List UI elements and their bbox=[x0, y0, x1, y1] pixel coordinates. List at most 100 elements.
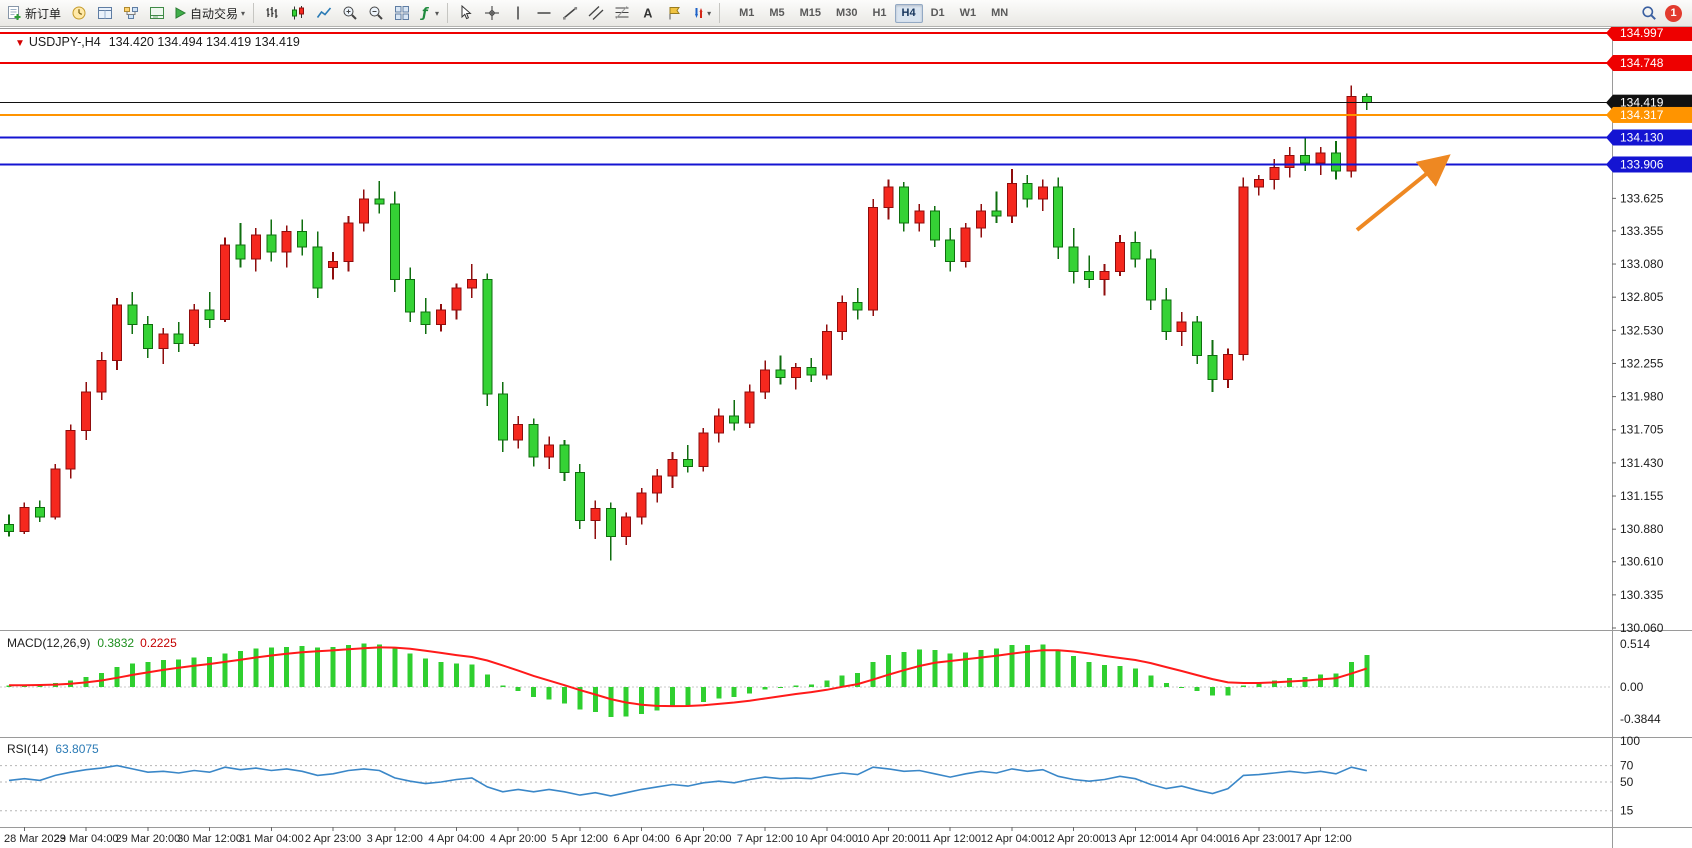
svg-text:130.880: 130.880 bbox=[1620, 522, 1664, 536]
svg-text:4 Apr 04:00: 4 Apr 04:00 bbox=[428, 833, 484, 845]
svg-text:131.155: 131.155 bbox=[1620, 489, 1664, 503]
timeframe-button-M5[interactable]: M5 bbox=[769, 6, 785, 19]
svg-text:11 Apr 12:00: 11 Apr 12:00 bbox=[919, 833, 981, 845]
svg-text:133.906: 133.906 bbox=[1620, 157, 1664, 171]
indicators-button[interactable]: ƒ ▾ bbox=[416, 2, 441, 24]
cursor-button[interactable] bbox=[454, 2, 478, 24]
svg-text:134.130: 134.130 bbox=[1620, 130, 1664, 144]
timeframe-button-M30[interactable]: M30 bbox=[836, 6, 858, 19]
timeframe-button-W1[interactable]: W1 bbox=[959, 6, 977, 19]
svg-text:ƒ: ƒ bbox=[420, 6, 429, 21]
timeframe-button-MN[interactable]: MN bbox=[991, 6, 1009, 19]
bar-chart-icon bbox=[266, 7, 278, 18]
svg-text:131.705: 131.705 bbox=[1620, 423, 1664, 437]
svg-text:50: 50 bbox=[1620, 775, 1634, 789]
svg-text:131.430: 131.430 bbox=[1620, 456, 1664, 470]
zoom-out-button[interactable] bbox=[364, 2, 388, 24]
svg-text:5 Apr 12:00: 5 Apr 12:00 bbox=[552, 833, 608, 845]
bar-chart-button[interactable] bbox=[260, 2, 284, 24]
rsi-value: 63.8075 bbox=[55, 742, 99, 756]
vertical-line-tool-button[interactable] bbox=[506, 2, 530, 24]
candlestick-chart-icon bbox=[292, 6, 305, 20]
svg-text:15: 15 bbox=[1620, 804, 1634, 818]
svg-text:131.980: 131.980 bbox=[1620, 390, 1664, 404]
timeframe-button-M1[interactable]: M1 bbox=[739, 6, 755, 19]
auto-trading-label: 自动交易 bbox=[190, 6, 239, 21]
trendline-tool-button[interactable] bbox=[558, 2, 582, 24]
svg-text:10 Apr 20:00: 10 Apr 20:00 bbox=[857, 833, 919, 845]
svg-text:13 Apr 12:00: 13 Apr 12:00 bbox=[1104, 833, 1166, 845]
svg-text:134.317: 134.317 bbox=[1620, 108, 1664, 122]
auto-trading-button[interactable]: 自动交易 ▾ bbox=[171, 2, 247, 24]
svg-text:130.335: 130.335 bbox=[1620, 588, 1664, 602]
svg-text:133.355: 133.355 bbox=[1620, 224, 1664, 238]
navigator-icon bbox=[124, 7, 139, 19]
search-button[interactable] bbox=[1637, 2, 1661, 24]
line-chart-button[interactable] bbox=[312, 2, 336, 24]
timeframe-button-D1[interactable]: D1 bbox=[930, 6, 945, 19]
rsi-axis: 100 70 50 15 bbox=[1620, 734, 1640, 818]
svg-text:-0.3844: -0.3844 bbox=[1620, 712, 1661, 726]
trend-arrow-annotation[interactable] bbox=[1355, 154, 1451, 232]
svg-text:30 Mar 12:00: 30 Mar 12:00 bbox=[177, 833, 242, 845]
horizontal-price-lines[interactable] bbox=[0, 32, 1612, 166]
timeframe-button-H4[interactable]: H4 bbox=[894, 3, 923, 23]
svg-text:133.625: 133.625 bbox=[1620, 191, 1664, 205]
chart-ohlc-values: 134.420 134.494 134.419 134.419 bbox=[108, 35, 300, 49]
svg-text:130.060: 130.060 bbox=[1620, 621, 1664, 635]
navigator-button[interactable] bbox=[119, 2, 143, 24]
svg-text:6 Apr 04:00: 6 Apr 04:00 bbox=[613, 833, 669, 845]
macd-pane bbox=[0, 643, 1612, 718]
candlestick-chart-button[interactable] bbox=[286, 2, 310, 24]
svg-text:12 Apr 04:00: 12 Apr 04:00 bbox=[981, 833, 1043, 845]
text-label-tool-button[interactable] bbox=[662, 2, 686, 24]
macd-name: MACD(12,26,9) bbox=[7, 636, 91, 650]
new-order-button[interactable]: 新订单 bbox=[4, 2, 65, 24]
timeframe-button-group: M1 M5 M15 M30 H1 H4 D1 W1 MN bbox=[732, 3, 1015, 23]
horizontal-line-tool-button[interactable] bbox=[532, 2, 556, 24]
data-window-button[interactable] bbox=[93, 2, 117, 24]
macd-main-value: 0.3832 bbox=[97, 636, 135, 650]
zoom-in-icon bbox=[343, 6, 357, 20]
svg-text:132.530: 132.530 bbox=[1620, 323, 1664, 337]
crosshair-button[interactable] bbox=[480, 2, 504, 24]
svg-text:133.080: 133.080 bbox=[1620, 257, 1664, 271]
tile-windows-button[interactable] bbox=[390, 2, 414, 24]
terminal-button[interactable] bbox=[145, 2, 169, 24]
tile-windows-icon bbox=[395, 6, 410, 20]
pane-separators bbox=[0, 28, 1692, 848]
fibonacci-icon bbox=[615, 6, 629, 19]
toolbar-separator bbox=[253, 3, 255, 23]
line-chart-icon bbox=[316, 7, 332, 18]
zoom-out-icon bbox=[369, 6, 383, 20]
fibonacci-tool-button[interactable] bbox=[610, 2, 634, 24]
data-window-icon bbox=[98, 7, 113, 19]
svg-text:132.805: 132.805 bbox=[1620, 290, 1664, 304]
terminal-icon bbox=[150, 7, 165, 19]
arrows-tool-button[interactable]: ▾ bbox=[688, 2, 713, 24]
text-icon: A bbox=[643, 7, 652, 21]
svg-text:134.748: 134.748 bbox=[1620, 56, 1664, 70]
svg-text:0.514: 0.514 bbox=[1620, 637, 1650, 651]
market-watch-icon bbox=[72, 6, 86, 20]
text-tool-button[interactable]: A bbox=[636, 2, 660, 24]
market-watch-button[interactable] bbox=[67, 2, 91, 24]
svg-text:6 Apr 20:00: 6 Apr 20:00 bbox=[675, 833, 731, 845]
horizontal-line-icon bbox=[537, 12, 551, 14]
svg-text:28 Mar 2023: 28 Mar 2023 bbox=[4, 833, 66, 845]
timeframe-button-H1[interactable]: H1 bbox=[872, 6, 887, 19]
channel-tool-button[interactable] bbox=[584, 2, 608, 24]
timeframe-button-M15[interactable]: M15 bbox=[799, 6, 822, 19]
svg-text:100: 100 bbox=[1620, 734, 1640, 748]
text-label-icon bbox=[669, 7, 680, 20]
svg-text:29 Mar 04:00: 29 Mar 04:00 bbox=[54, 833, 119, 845]
toolbar-separator bbox=[719, 3, 721, 23]
price-axis[interactable]: 133.625 133.355 133.080 132.805 132.530 132.2… bbox=[1606, 25, 1692, 635]
chevron-down-icon: ▾ bbox=[435, 8, 440, 18]
notification-badge[interactable]: 1 bbox=[1665, 4, 1682, 22]
zoom-in-button[interactable] bbox=[338, 2, 362, 24]
svg-text:132.255: 132.255 bbox=[1620, 356, 1664, 370]
candles bbox=[4, 85, 1372, 561]
